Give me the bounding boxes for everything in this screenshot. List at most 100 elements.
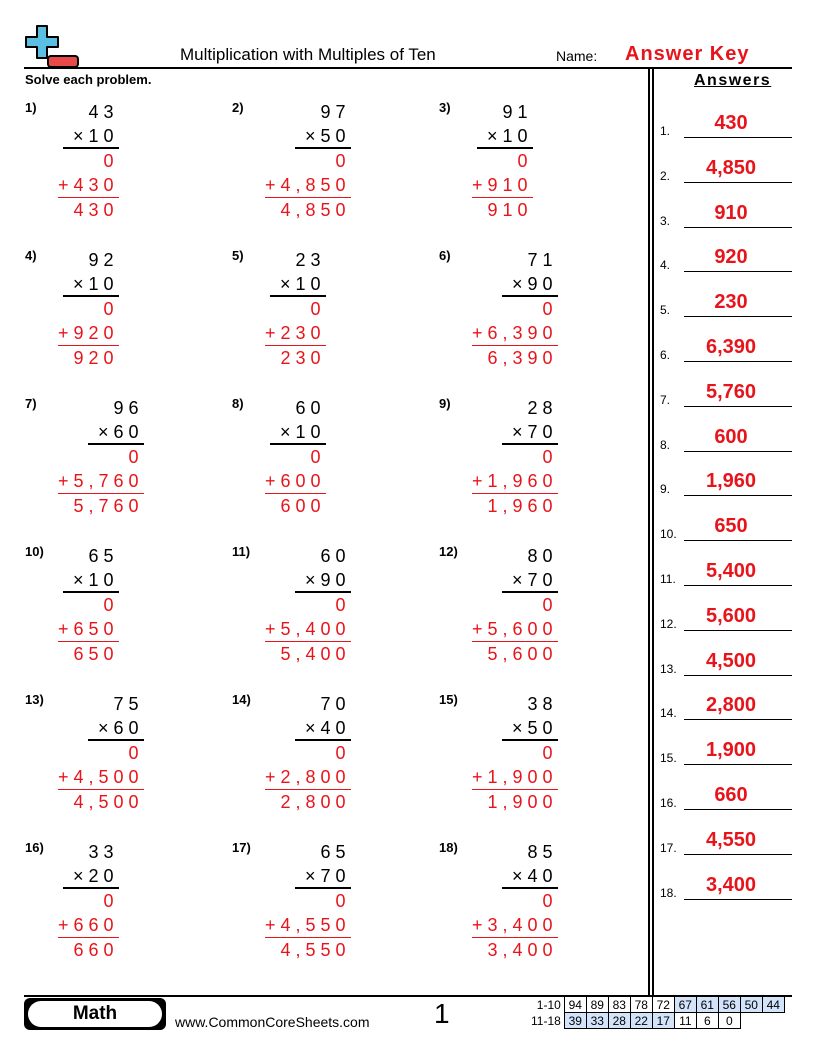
problem-work: 60 ×10 0 +600 600 bbox=[265, 396, 326, 518]
multiplicand: 70 bbox=[320, 694, 351, 714]
answer-item: 12. 5,600 bbox=[660, 593, 792, 633]
multiplier-row: ×10 bbox=[472, 124, 533, 149]
partial-product: +5,400 bbox=[265, 617, 351, 642]
score-cell: 22 bbox=[629, 1012, 653, 1029]
product: 5,600 bbox=[487, 644, 558, 664]
answer-number: 16. bbox=[660, 796, 677, 810]
answer-number: 13. bbox=[660, 661, 677, 676]
answer-value: 6,390 bbox=[705, 336, 757, 358]
partial-product: +430 bbox=[58, 173, 119, 198]
answer-column-divider bbox=[648, 68, 654, 996]
problem-work: 70 ×40 0 +2,800 2,800 bbox=[265, 692, 351, 814]
partial-product-zero: 0 bbox=[542, 743, 558, 763]
problem-work: 38 ×50 0 +1,900 1,900 bbox=[472, 692, 558, 814]
answer-number: 7. bbox=[660, 392, 671, 407]
partial-product-zero: 0 bbox=[542, 299, 558, 319]
problem-work: 97 ×50 0 +4,850 4,850 bbox=[265, 100, 351, 222]
partial-product-zero: 0 bbox=[542, 447, 558, 467]
partial-product-zero: 0 bbox=[335, 151, 351, 171]
partial-product: +650 bbox=[58, 617, 119, 642]
partial-product: +230 bbox=[265, 321, 326, 346]
multiplier-row: ×40 bbox=[472, 864, 558, 889]
answer-item: 18. 3,400 bbox=[660, 862, 792, 902]
product: 5,400 bbox=[280, 644, 351, 664]
multiplier: ×50 bbox=[502, 717, 558, 741]
problem: 6) 71 ×90 0 +6,390 6,390 bbox=[439, 248, 639, 388]
problem-work: 80 ×70 0 +5,600 5,600 bbox=[472, 544, 558, 666]
partial-product: +5,600 bbox=[472, 617, 558, 642]
multiplier: ×90 bbox=[295, 569, 351, 593]
product: 910 bbox=[487, 200, 533, 220]
answer-value: 660 bbox=[714, 784, 748, 806]
multiplier: ×40 bbox=[502, 865, 558, 889]
multiplier-row: ×70 bbox=[472, 568, 558, 593]
answer-line bbox=[684, 853, 792, 855]
partial-product: +1,960 bbox=[472, 469, 558, 494]
problem: 18) 85 ×40 0 +3,400 3,400 bbox=[439, 840, 639, 980]
site-url: www.CommonCoreSheets.com bbox=[175, 1014, 370, 1030]
answer-number: 18. bbox=[660, 885, 677, 900]
answer-line bbox=[684, 181, 792, 183]
partial-product: +600 bbox=[265, 469, 326, 494]
answer-line bbox=[684, 898, 792, 900]
answer-number: 5. bbox=[660, 303, 671, 318]
answer-item: 8. 600 bbox=[660, 414, 792, 454]
problem-work: 92 ×10 0 +920 920 bbox=[58, 248, 119, 370]
multiplier-row: ×10 bbox=[58, 124, 119, 149]
answer-number: 2. bbox=[660, 168, 671, 183]
partial-product-zero: 0 bbox=[335, 891, 351, 911]
problem: 2) 97 ×50 0 +4,850 4,850 bbox=[232, 100, 432, 240]
multiplier-row: ×50 bbox=[265, 124, 351, 149]
answer-item: 14. 2,800 bbox=[660, 682, 792, 722]
answer-item: 11. 5,400 bbox=[660, 548, 792, 588]
answer-line bbox=[684, 585, 792, 586]
multiplier: ×10 bbox=[270, 273, 326, 297]
multiplier-row: ×20 bbox=[58, 864, 119, 889]
partial-product: +4,550 bbox=[265, 913, 351, 938]
multiplicand: 71 bbox=[527, 250, 558, 270]
problem-work: 28 ×70 0 +1,960 1,960 bbox=[472, 396, 558, 518]
answer-line bbox=[684, 316, 792, 318]
subject-label: Math bbox=[28, 1001, 162, 1027]
score-row: 11-18 39 33 28 22 17 11 6 0 bbox=[528, 1012, 784, 1029]
partial-product-zero: 0 bbox=[335, 595, 351, 615]
answer-number: 3. bbox=[660, 213, 671, 228]
multiplier-row: ×10 bbox=[265, 420, 326, 445]
product: 4,500 bbox=[73, 792, 144, 812]
product: 6,390 bbox=[487, 348, 558, 368]
score-cell: 33 bbox=[585, 1012, 609, 1029]
partial-product-zero: 0 bbox=[103, 891, 119, 911]
partial-product: +2,800 bbox=[265, 765, 351, 790]
partial-product: +6,390 bbox=[472, 321, 558, 346]
multiplier: ×40 bbox=[295, 717, 351, 741]
problem-number: 17) bbox=[232, 840, 251, 855]
answer-value: 910 bbox=[714, 201, 748, 224]
problem-number: 5) bbox=[232, 248, 244, 263]
answer-line bbox=[684, 137, 792, 138]
multiplicand: 97 bbox=[320, 102, 351, 122]
multiplier: ×10 bbox=[477, 125, 533, 149]
score-cell: 6 bbox=[695, 1012, 719, 1029]
answer-value: 1,960 bbox=[705, 470, 757, 493]
answer-item: 9. 1,960 bbox=[660, 458, 792, 498]
problem: 13) 75 ×60 0 +4,500 4,500 bbox=[25, 692, 225, 832]
multiplier: ×10 bbox=[63, 273, 119, 297]
score-cell: 56 bbox=[717, 996, 741, 1013]
name-value: Answer Key bbox=[625, 43, 750, 65]
answer-line bbox=[684, 361, 792, 362]
multiplicand: 60 bbox=[320, 546, 351, 566]
answer-value: 650 bbox=[714, 515, 748, 538]
answer-line bbox=[684, 450, 792, 452]
answer-value: 920 bbox=[714, 246, 748, 269]
answer-number: 1. bbox=[660, 124, 671, 138]
multiplier-row: ×10 bbox=[58, 568, 119, 593]
problem-number: 4) bbox=[25, 248, 37, 263]
multiplier: ×90 bbox=[502, 273, 558, 297]
answer-item: 7. 5,760 bbox=[660, 369, 792, 409]
problem: 17) 65 ×70 0 +4,550 4,550 bbox=[232, 840, 432, 980]
score-row-label: 1-10 bbox=[536, 997, 561, 1012]
product: 430 bbox=[73, 200, 119, 220]
answer-number: 6. bbox=[660, 348, 671, 362]
name-label: Name: bbox=[556, 48, 598, 64]
answer-value: 5,400 bbox=[705, 560, 757, 582]
